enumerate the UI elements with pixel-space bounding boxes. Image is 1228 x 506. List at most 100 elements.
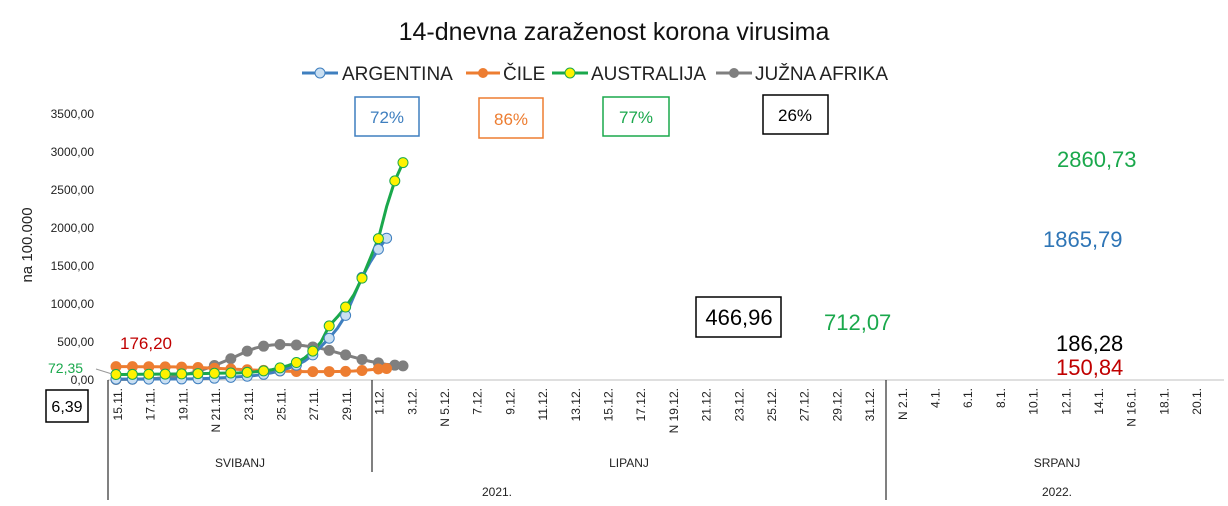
legend-label-cile: ČILE: [503, 63, 545, 85]
chart-title: 14-dnevna zaraženost korona virusima: [399, 18, 830, 46]
x-ticks: 15.11. 17.11. 19.11. N 21.11. 23.11. 25.11. 27…: [111, 388, 1204, 433]
x-tick-label: 29.11.: [340, 388, 354, 420]
data-point: [176, 368, 188, 380]
data-point: [208, 367, 220, 379]
label-australia-end: 2860,73: [1057, 147, 1137, 172]
data-point: [307, 345, 319, 357]
y-tick-label: 0,00: [71, 373, 95, 387]
legend-item-cile: ČILE: [466, 63, 545, 85]
pct-juzna-afrika: 26%: [778, 106, 812, 125]
y-tick-label: 3000,00: [51, 145, 95, 159]
x-tick-label: 18.1.: [1157, 388, 1171, 415]
x-tick-label: N 16.1.: [1125, 388, 1139, 427]
legend-item-juzna-afrika: JUŽNA AFRIKA: [716, 63, 888, 85]
x-tick-label: 1.12.: [373, 388, 387, 415]
leader-australia-start: [95, 368, 113, 375]
x-tick-label: 23.12.: [732, 388, 746, 421]
data-point: [258, 340, 270, 352]
y-tick-label: 1000,00: [51, 297, 95, 311]
legend-label-juzna-afrika: JUŽNA AFRIKA: [755, 63, 888, 85]
data-point: [192, 368, 204, 380]
data-point: [397, 157, 409, 169]
data-point: [126, 368, 138, 380]
x-tick-label: 15.12.: [602, 388, 616, 421]
pct-box-australija: 77%: [602, 96, 670, 137]
pct-cile: 86%: [494, 110, 528, 129]
y-tick-label: 500,00: [57, 335, 94, 349]
data-point: [356, 272, 368, 284]
data-point: [143, 368, 155, 380]
pct-box-cile: 86%: [478, 97, 544, 139]
x-tick-label: 17.12.: [634, 388, 648, 421]
label-chile-end: 150,84: [1056, 355, 1123, 380]
x-tick-label: 13.12.: [569, 388, 583, 421]
legend-item-australija: AUSTRALIJA: [552, 64, 706, 85]
x-tick-label: 23.11.: [242, 388, 256, 420]
month-srpanj: SRPANJ: [1034, 456, 1080, 470]
pct-argentina: 72%: [370, 108, 404, 127]
box-jafrika-peak: 466,96: [695, 296, 782, 338]
data-point: [389, 175, 401, 187]
data-point: [356, 353, 368, 365]
legend-label-argentina: ARGENTINA: [342, 64, 453, 85]
label-australia-start: 72,35: [48, 360, 83, 376]
data-point: [340, 301, 352, 313]
x-tick-label: 7.12.: [471, 388, 485, 415]
data-point: [340, 365, 352, 377]
x-tick-label: N 5.12.: [438, 388, 452, 427]
month-svibanj: SVIBANJ: [215, 456, 265, 470]
year-2021: 2021.: [482, 485, 512, 499]
data-point: [225, 367, 237, 379]
x-tick-label: 11.12.: [536, 388, 550, 420]
year-2022: 2022.: [1042, 485, 1072, 499]
pct-australija: 77%: [619, 108, 653, 127]
series-layer: [110, 157, 409, 386]
x-tick-label: 31.12.: [863, 388, 877, 421]
x-tick-label: N 2.1.: [896, 388, 910, 420]
data-point: [241, 345, 253, 357]
x-tick-label: 20.1.: [1190, 388, 1204, 415]
x-tick-label: 27.12.: [798, 388, 812, 421]
y-tick-label: 3500,00: [51, 107, 95, 121]
data-point: [307, 366, 319, 378]
month-lipanj: LIPANJ: [609, 456, 649, 470]
label-australia-mid: 712,07: [824, 310, 891, 335]
x-tick-label: 19.11.: [176, 388, 190, 420]
x-tick-label: 25.12.: [765, 388, 779, 421]
data-point: [323, 366, 335, 378]
x-tick-label: 9.12.: [503, 388, 517, 415]
data-point: [372, 243, 384, 255]
x-tick-label: 25.11.: [275, 388, 289, 420]
y-axis-label: na 100.000: [19, 207, 36, 282]
data-point: [381, 363, 393, 375]
label-argentina-end: 1865,79: [1043, 227, 1123, 252]
data-point: [241, 366, 253, 378]
data-point: [274, 339, 286, 351]
data-point: [356, 365, 368, 376]
data-point: [323, 320, 335, 332]
legend-label-australija: AUSTRALIJA: [591, 64, 706, 85]
data-point: [397, 360, 409, 372]
legend-item-argentina: ARGENTINA: [302, 64, 453, 85]
x-tick-label: 6.1.: [961, 388, 975, 408]
y-tick-label: 2500,00: [51, 183, 95, 197]
data-point: [159, 368, 171, 380]
x-tick-label: 12.1.: [1059, 388, 1073, 415]
x-tick-label: 17.11.: [144, 388, 158, 420]
data-point: [274, 362, 286, 374]
data-point: [372, 233, 384, 245]
data-point: [225, 353, 237, 365]
pct-box-juzna-afrika: 26%: [762, 94, 829, 135]
data-point: [258, 365, 270, 377]
y-ticks: 0,00 500,00 1000,00 1500,00 2000,00 2500,00 30…: [51, 107, 95, 387]
label-chile-start: 176,20: [120, 334, 172, 353]
y-tick-label: 2000,00: [51, 221, 95, 235]
x-tick-label: 29.12.: [830, 388, 844, 421]
data-point: [290, 357, 302, 369]
label-jafrika-end: 186,28: [1056, 331, 1123, 356]
box-jafrika-start: 6,39: [45, 389, 89, 423]
x-tick-label: N 21.11.: [209, 388, 223, 432]
axes: [107, 379, 1224, 500]
label-jafrika-start: 6,39: [51, 399, 82, 416]
